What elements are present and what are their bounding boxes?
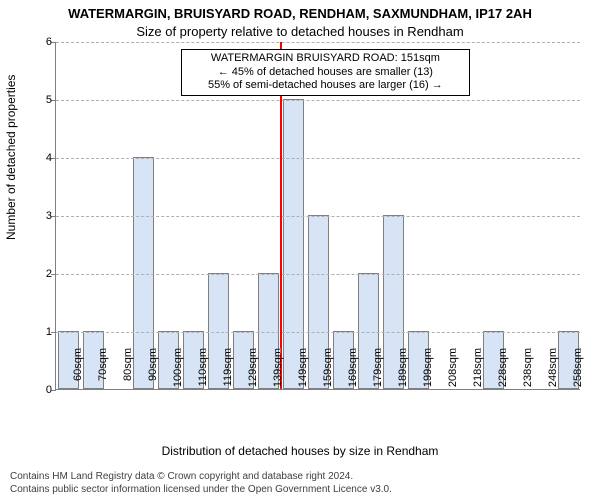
- ytick-label: 6: [38, 36, 52, 48]
- xtick-label: 228sqm: [497, 348, 509, 398]
- xtick-label: 248sqm: [547, 348, 559, 398]
- xtick-mark: [355, 348, 356, 353]
- xtick-mark: [230, 348, 231, 353]
- gridline: [56, 332, 580, 333]
- info-box-line-3: 55% of semi-detached houses are larger (…: [186, 79, 465, 93]
- xtick-mark: [205, 348, 206, 353]
- gridline: [56, 158, 580, 159]
- xtick-label: 159sqm: [322, 348, 334, 398]
- gridline: [56, 100, 580, 101]
- ytick-label: 1: [38, 326, 52, 338]
- xtick-label: 60sqm: [72, 348, 84, 398]
- xtick-mark: [180, 348, 181, 353]
- ytick-label: 5: [38, 94, 52, 106]
- xtick-mark: [80, 348, 81, 353]
- xtick-label: 189sqm: [397, 348, 409, 398]
- xtick-mark: [430, 348, 431, 353]
- chart-title-sub: Size of property relative to detached ho…: [0, 24, 600, 39]
- ytick-label: 4: [38, 152, 52, 164]
- footer-line-1: Contains HM Land Registry data © Crown c…: [10, 471, 590, 484]
- xtick-label: 110sqm: [197, 348, 209, 398]
- x-axis-label: Distribution of detached houses by size …: [0, 444, 600, 458]
- ytick-label: 3: [38, 210, 52, 222]
- xtick-mark: [155, 348, 156, 353]
- footer: Contains HM Land Registry data © Crown c…: [10, 471, 590, 496]
- xtick-label: 70sqm: [97, 348, 109, 398]
- gridline: [56, 42, 580, 43]
- xtick-mark: [380, 348, 381, 353]
- xtick-mark: [405, 348, 406, 353]
- xtick-mark: [455, 348, 456, 353]
- gridline: [56, 216, 580, 217]
- xtick-mark: [55, 348, 56, 353]
- xtick-mark: [580, 348, 581, 353]
- xtick-label: 129sqm: [247, 348, 259, 398]
- ytick-label: 2: [38, 268, 52, 280]
- xtick-mark: [555, 348, 556, 353]
- xtick-mark: [255, 348, 256, 353]
- xtick-label: 179sqm: [372, 348, 384, 398]
- xtick-mark: [105, 348, 106, 353]
- xtick-label: 119sqm: [222, 348, 234, 398]
- histogram-bar: [283, 99, 304, 389]
- info-box-line-2: ← 45% of detached houses are smaller (13…: [186, 66, 465, 80]
- xtick-label: 139sqm: [272, 348, 284, 398]
- xtick-mark: [480, 348, 481, 353]
- xtick-label: 100sqm: [172, 348, 184, 398]
- ytick-label: 0: [38, 384, 52, 396]
- xtick-label: 169sqm: [347, 348, 359, 398]
- info-box-line-1: WATERMARGIN BRUISYARD ROAD: 151sqm: [186, 52, 465, 66]
- chart-title-main: WATERMARGIN, BRUISYARD ROAD, RENDHAM, SA…: [0, 6, 600, 21]
- xtick-label: 238sqm: [522, 348, 534, 398]
- footer-line-2: Contains public sector information licen…: [10, 484, 590, 497]
- xtick-mark: [130, 348, 131, 353]
- xtick-mark: [330, 348, 331, 353]
- xtick-mark: [280, 348, 281, 353]
- xtick-label: 258sqm: [572, 348, 584, 398]
- xtick-label: 208sqm: [447, 348, 459, 398]
- info-box: WATERMARGIN BRUISYARD ROAD: 151sqm← 45% …: [181, 49, 470, 96]
- y-axis-label: Number of detached properties: [4, 75, 18, 240]
- xtick-label: 218sqm: [472, 348, 484, 398]
- xtick-label: 80sqm: [122, 348, 134, 398]
- xtick-label: 149sqm: [297, 348, 309, 398]
- xtick-label: 90sqm: [147, 348, 159, 398]
- xtick-label: 199sqm: [422, 348, 434, 398]
- xtick-mark: [530, 348, 531, 353]
- xtick-mark: [305, 348, 306, 353]
- gridline: [56, 274, 580, 275]
- xtick-mark: [505, 348, 506, 353]
